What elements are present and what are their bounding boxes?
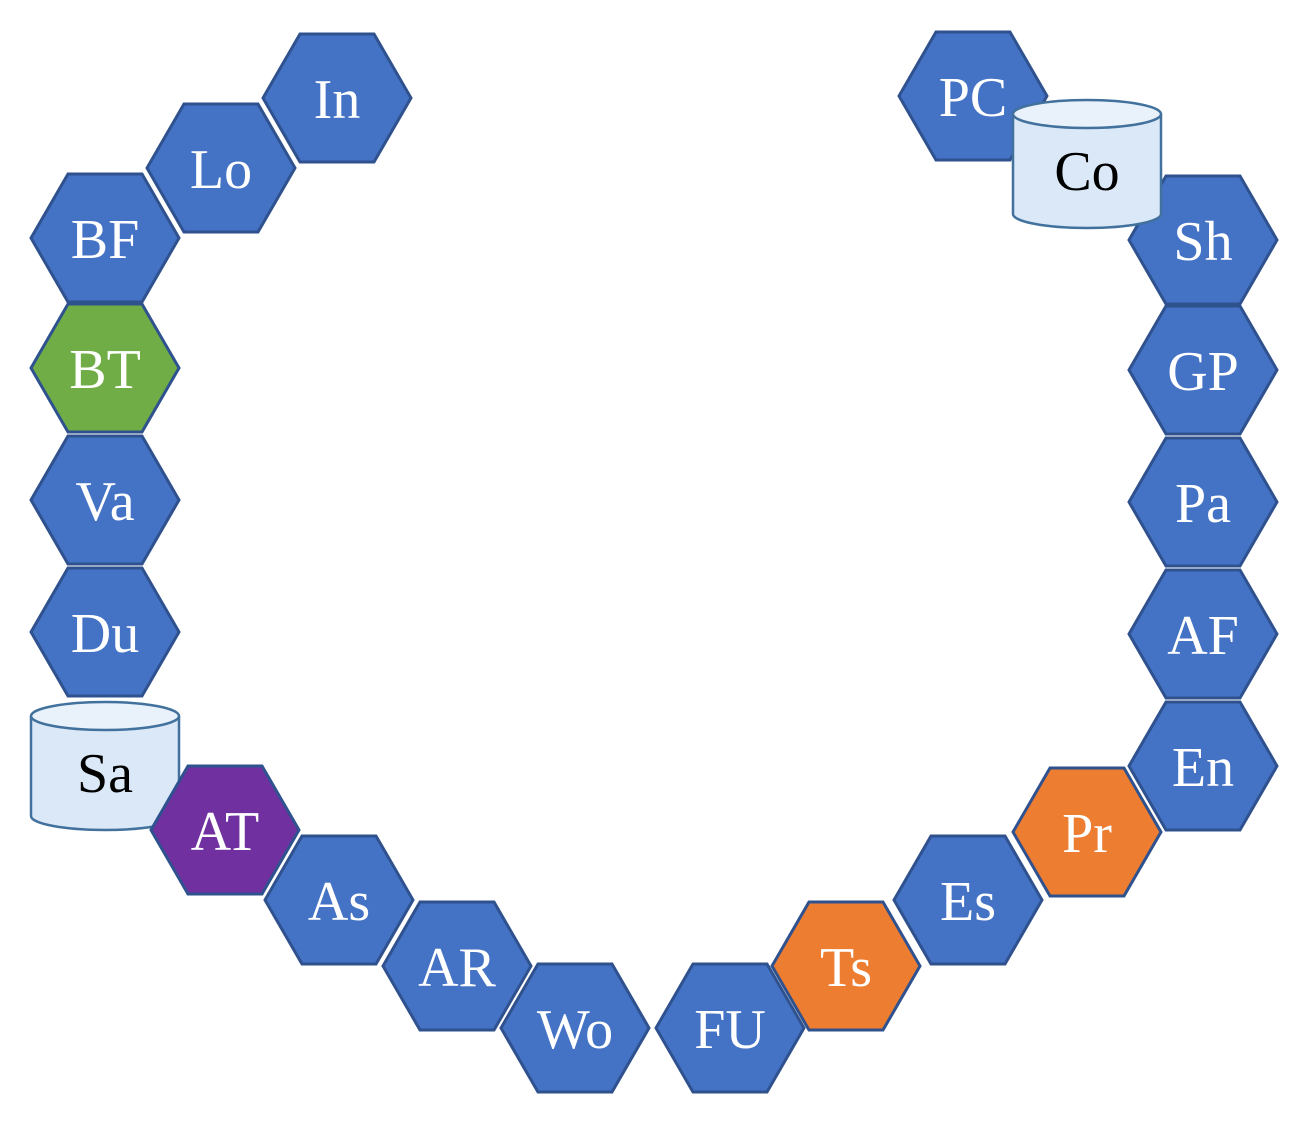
node-fu: FU bbox=[654, 962, 806, 1094]
node-sa: Sa bbox=[29, 700, 181, 832]
node-wo: Wo bbox=[499, 962, 651, 1094]
ar-hexagon bbox=[381, 900, 533, 1032]
in-hexagon bbox=[261, 32, 413, 164]
node-en: En bbox=[1127, 700, 1279, 832]
pa-hexagon bbox=[1127, 436, 1279, 568]
pr-label: Pr bbox=[1062, 803, 1112, 865]
sh-hexagon bbox=[1127, 174, 1279, 306]
pc-hexagon bbox=[897, 30, 1049, 162]
node-ts: Ts bbox=[770, 900, 922, 1032]
pa-label: Pa bbox=[1175, 473, 1231, 535]
node-in: In bbox=[261, 32, 413, 164]
in-label: In bbox=[314, 69, 361, 131]
node-va: Va bbox=[29, 434, 181, 566]
du-label: Du bbox=[71, 603, 139, 665]
sa-label: Sa bbox=[77, 743, 133, 805]
node-pa: Pa bbox=[1127, 436, 1279, 568]
af-hexagon bbox=[1127, 568, 1279, 700]
bt-hexagon bbox=[29, 302, 181, 434]
as-label: As bbox=[308, 871, 370, 933]
node-pc: PC bbox=[897, 30, 1049, 162]
node-sh: Sh bbox=[1127, 174, 1279, 306]
co-label: Co bbox=[1054, 141, 1119, 203]
en-hexagon bbox=[1127, 700, 1279, 832]
node-at: AT bbox=[149, 764, 301, 896]
sa-database-top bbox=[29, 700, 181, 732]
node-pr: Pr bbox=[1011, 766, 1163, 898]
co-database-top bbox=[1011, 98, 1163, 130]
gp-hexagon bbox=[1127, 304, 1279, 436]
node-es: Es bbox=[892, 834, 1044, 966]
node-lo: Lo bbox=[145, 102, 297, 234]
bf-label: BF bbox=[71, 209, 140, 271]
ts-hexagon bbox=[770, 900, 922, 1032]
at-label: AT bbox=[191, 801, 259, 863]
pc-label: PC bbox=[939, 67, 1008, 129]
af-label: AF bbox=[1167, 605, 1239, 667]
es-label: Es bbox=[940, 871, 996, 933]
va-hexagon bbox=[29, 434, 181, 566]
fu-label: FU bbox=[694, 999, 766, 1061]
fu-hexagon bbox=[654, 962, 806, 1094]
ts-label: Ts bbox=[820, 937, 872, 999]
node-gp: GP bbox=[1127, 304, 1279, 436]
sh-label: Sh bbox=[1173, 211, 1232, 273]
gp-label: GP bbox=[1167, 341, 1239, 403]
node-co: Co bbox=[1011, 98, 1163, 230]
lo-label: Lo bbox=[190, 139, 252, 201]
bt-label: BT bbox=[69, 339, 141, 401]
pr-hexagon bbox=[1011, 766, 1163, 898]
lo-hexagon bbox=[145, 102, 297, 234]
wo-hexagon bbox=[499, 962, 651, 1094]
node-af: AF bbox=[1127, 568, 1279, 700]
node-bf: BF bbox=[29, 172, 181, 304]
node-du: Du bbox=[29, 566, 181, 698]
wo-label: Wo bbox=[537, 999, 613, 1061]
ar-label: AR bbox=[418, 937, 496, 999]
node-bt: BT bbox=[29, 302, 181, 434]
co-database-body bbox=[1011, 114, 1163, 230]
at-hexagon bbox=[149, 764, 301, 896]
du-hexagon bbox=[29, 566, 181, 698]
bf-hexagon bbox=[29, 172, 181, 304]
node-ar: AR bbox=[381, 900, 533, 1032]
en-label: En bbox=[1172, 737, 1234, 799]
va-label: Va bbox=[75, 471, 134, 533]
as-hexagon bbox=[263, 834, 415, 966]
node-as: As bbox=[263, 834, 415, 966]
es-hexagon bbox=[892, 834, 1044, 966]
